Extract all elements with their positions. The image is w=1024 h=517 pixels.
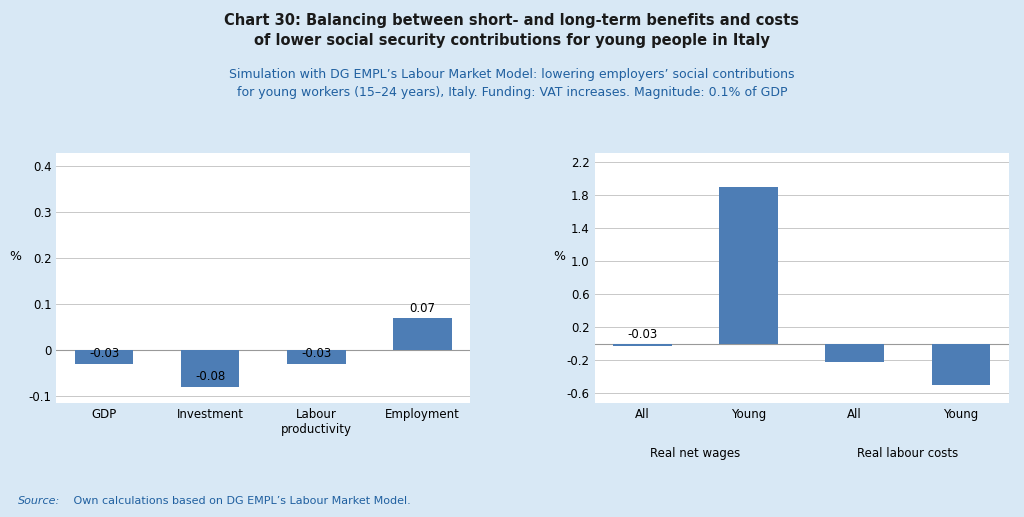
Text: -0.03: -0.03 — [301, 347, 332, 360]
Text: Real labour costs: Real labour costs — [857, 447, 958, 460]
Bar — [932, 344, 990, 385]
Bar — [181, 351, 240, 387]
Text: Source:: Source: — [18, 496, 60, 506]
Y-axis label: %: % — [9, 250, 20, 263]
Bar — [613, 344, 672, 346]
Bar — [393, 318, 452, 351]
Text: -0.03: -0.03 — [89, 347, 120, 360]
Text: Real net wages: Real net wages — [650, 447, 740, 460]
Bar — [75, 351, 133, 364]
Text: Simulation with DG EMPL’s Labour Market Model: lowering employers’ social contri: Simulation with DG EMPL’s Labour Market … — [229, 68, 795, 99]
Bar — [825, 344, 884, 362]
Y-axis label: %: % — [553, 250, 565, 263]
Text: -0.08: -0.08 — [196, 371, 225, 384]
Bar — [720, 187, 778, 344]
Text: Chart 30: Balancing between short- and long-term benefits and costs
of lower soc: Chart 30: Balancing between short- and l… — [224, 13, 800, 48]
Text: 0.07: 0.07 — [410, 302, 435, 315]
Text: -0.03: -0.03 — [628, 328, 657, 341]
Bar — [287, 351, 345, 364]
Text: Own calculations based on DG EMPL’s Labour Market Model.: Own calculations based on DG EMPL’s Labo… — [70, 496, 411, 506]
